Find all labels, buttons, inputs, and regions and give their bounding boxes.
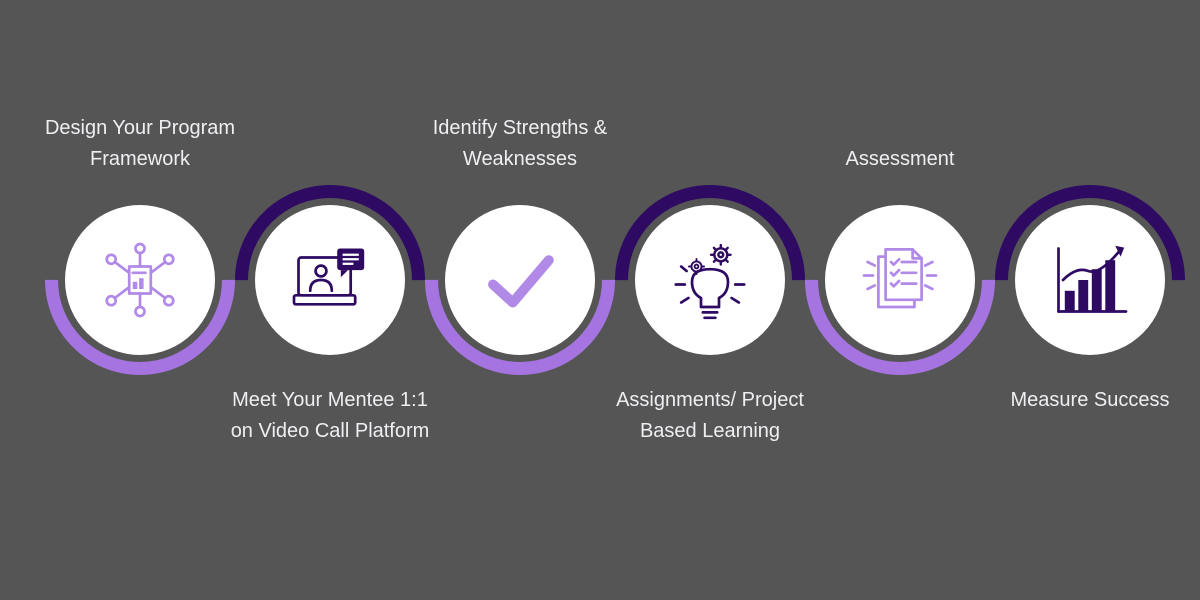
step-label: Identify Strengths & Weaknesses [420, 113, 620, 175]
step-label: Assignments/ Project Based Learning [610, 385, 810, 447]
step-circle [445, 205, 595, 355]
network-diagram-icon [95, 235, 185, 325]
step-label: Measure Success [990, 385, 1190, 416]
checkmark-icon [475, 235, 565, 325]
lightbulb-gears-icon [665, 235, 755, 325]
step-circle [1015, 205, 1165, 355]
checklist-docs-icon [855, 235, 945, 325]
process-step-1: Design Your Program Framework [45, 195, 235, 365]
step-label: Design Your Program Framework [40, 113, 240, 175]
step-circle [635, 205, 785, 355]
step-circle [825, 205, 975, 355]
step-circle [255, 205, 405, 355]
growth-chart-icon [1045, 235, 1135, 325]
process-step-2: Meet Your Mentee 1:1 on Video Call Platf… [235, 195, 425, 365]
step-label: Meet Your Mentee 1:1 on Video Call Platf… [230, 385, 430, 447]
video-call-icon [285, 235, 375, 325]
step-circle [65, 205, 215, 355]
process-step-3: Identify Strengths & Weaknesses [425, 195, 615, 365]
process-step-6: Measure Success [995, 195, 1185, 365]
step-label: Assessment [800, 144, 1000, 175]
process-step-5: Assessment [805, 195, 995, 365]
process-step-4: Assignments/ Project Based Learning [615, 195, 805, 365]
